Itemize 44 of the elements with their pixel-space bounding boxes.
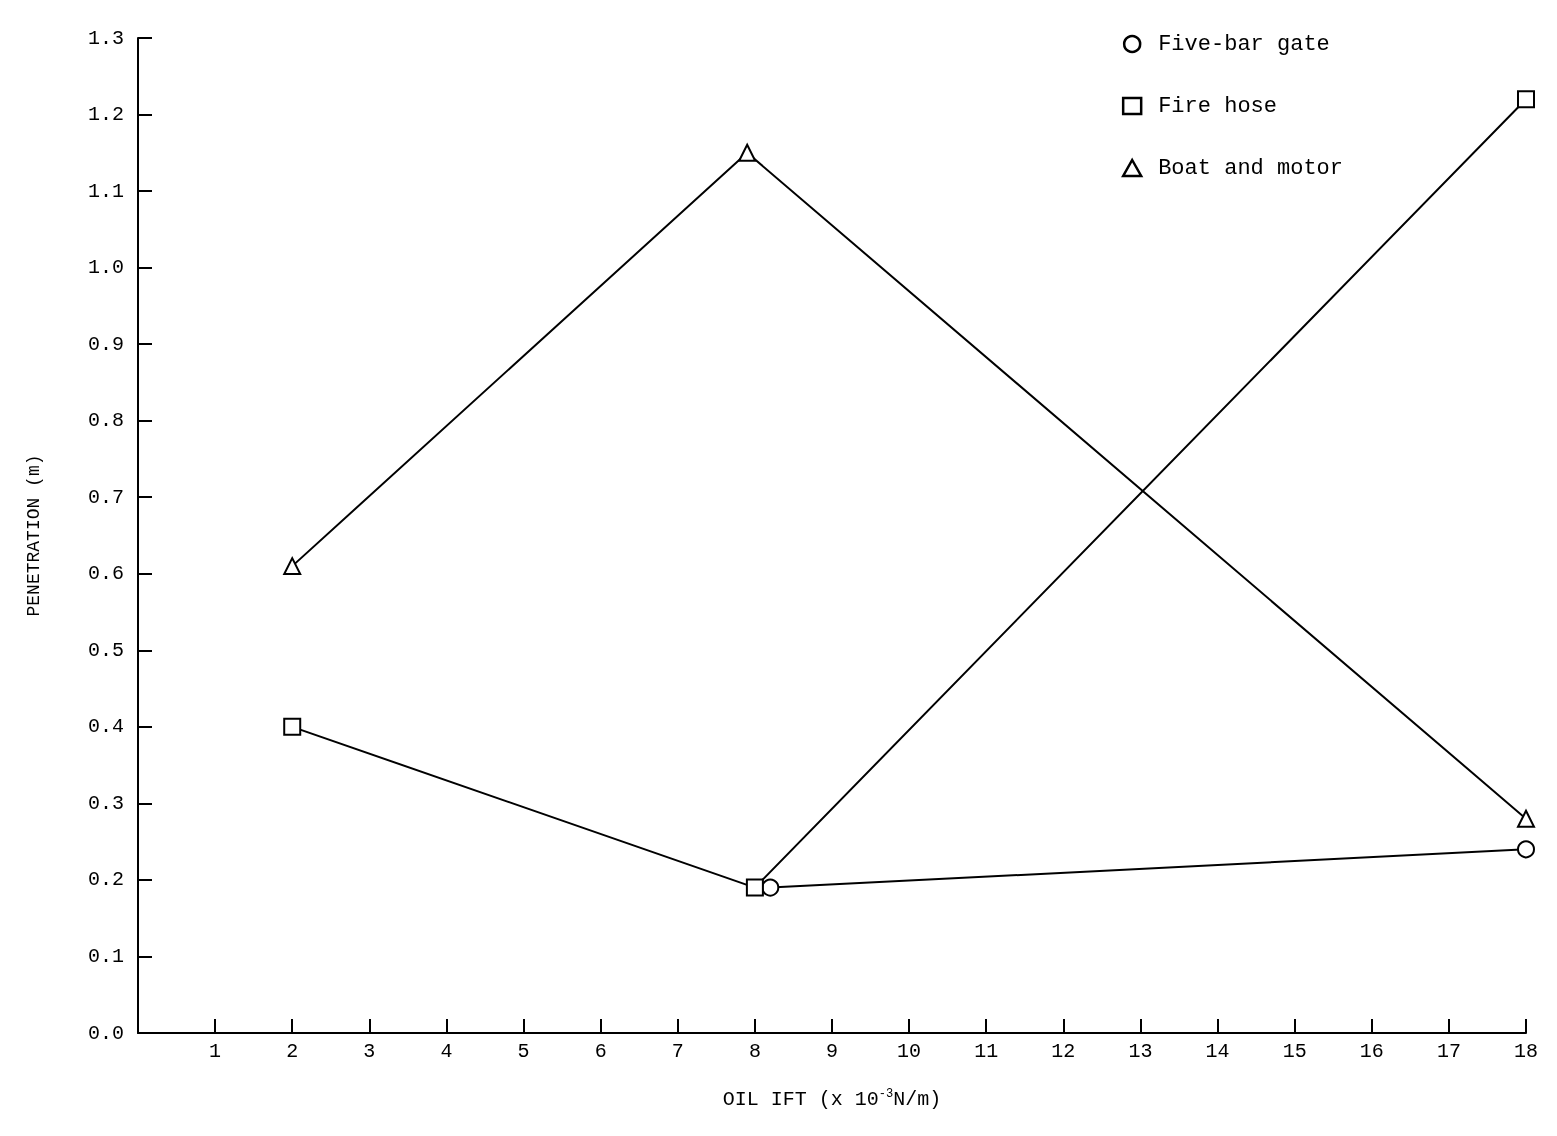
y-tick-label: 0.6 (87, 562, 124, 586)
x-tick-label: 11 (974, 1039, 999, 1063)
point (745, 878, 764, 897)
point (283, 717, 302, 736)
y-tick-label: 1.1 (87, 179, 124, 203)
y-tick-label: 0.9 (87, 332, 124, 356)
x-tick-label: 14 (1205, 1039, 1230, 1063)
legend-label: Fire hose (1158, 93, 1277, 119)
x-tick-label: 8 (748, 1039, 761, 1063)
y-tick-label: 0.2 (87, 868, 124, 892)
point (738, 143, 757, 162)
point (1517, 90, 1535, 109)
point (283, 557, 302, 576)
y-tick-label: 0.5 (87, 638, 124, 662)
x-tick-label: 3 (363, 1039, 376, 1063)
y-tick-label: 0.7 (87, 485, 124, 509)
x-tick-label: 2 (286, 1039, 299, 1063)
point (761, 878, 780, 897)
point (1517, 840, 1535, 859)
x-tick-label: 16 (1359, 1039, 1384, 1063)
legend-label: Boat and motor (1158, 155, 1344, 181)
x-tick-label: 1 (209, 1039, 222, 1063)
x-tick-label: 5 (517, 1039, 530, 1063)
x-tick-label: 15 (1282, 1039, 1307, 1063)
x-tick-label: 10 (897, 1039, 922, 1063)
y-tick-label: 1.0 (87, 256, 124, 280)
x-tick-label: 9 (825, 1039, 839, 1063)
x-tick-label: 7 (671, 1039, 684, 1063)
y-tick-label: 1.3 (87, 26, 124, 50)
y-tick-label: 0.4 (87, 715, 124, 739)
x-tick-label: 13 (1128, 1039, 1153, 1063)
x-tick-label: 4 (440, 1039, 453, 1063)
y-tick-label: 0.0 (87, 1021, 124, 1045)
x-tick-label: 12 (1051, 1039, 1076, 1063)
y-tick-label: 0.3 (87, 791, 124, 815)
x-tick-label: 18 (1513, 1039, 1539, 1063)
y-tick-label: 0.8 (87, 409, 124, 433)
y-tick-label: 1.2 (87, 103, 124, 127)
point (1517, 809, 1535, 828)
x-tick-label: 17 (1436, 1039, 1461, 1063)
legend-label: Five-bar gate (1158, 31, 1330, 57)
y-axis-title: PENETRATION (m) (24, 454, 44, 617)
x-tick-label: 6 (594, 1039, 607, 1063)
y-tick-label: 0.1 (87, 944, 124, 968)
